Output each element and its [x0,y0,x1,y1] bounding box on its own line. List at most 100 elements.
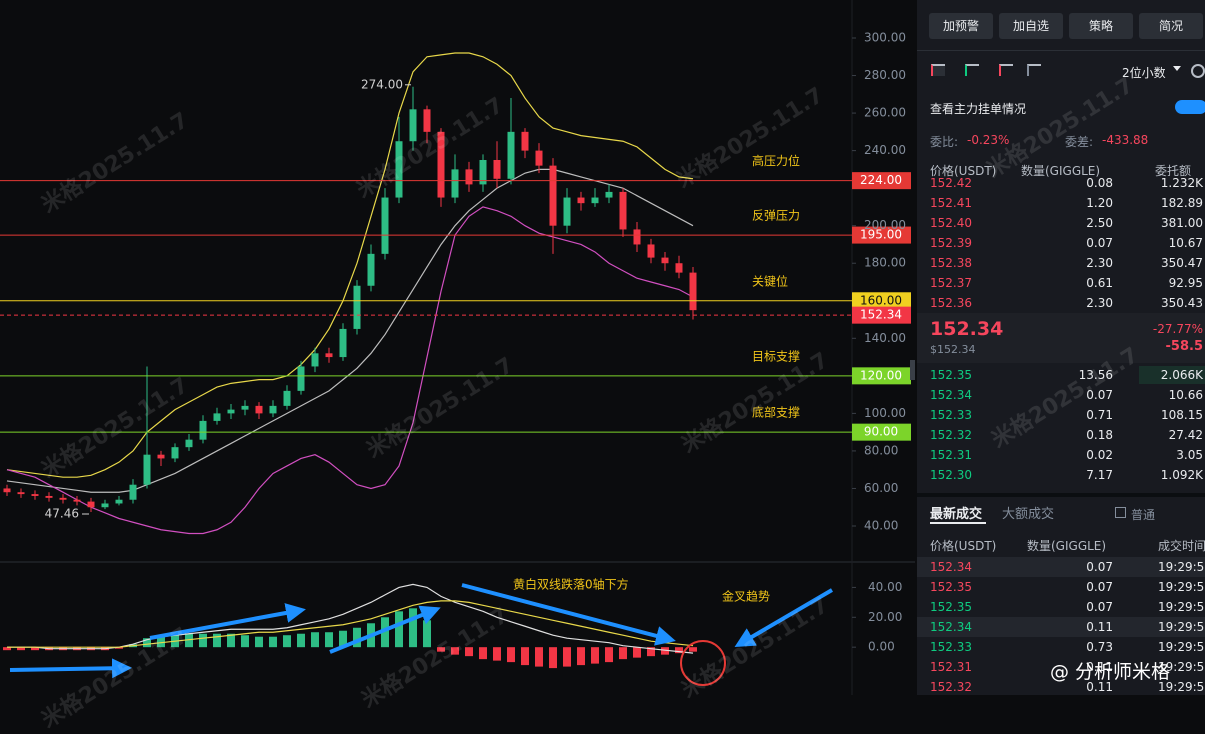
ask-qty: 2.50 [1086,216,1113,230]
view-icon[interactable] [999,64,1013,76]
macd-bar [689,647,697,652]
y-tick-label: 100.00 [864,406,906,420]
panel-divider [917,50,1205,51]
macd-bar [199,633,207,648]
toggle[interactable] [1175,100,1205,114]
bid-qty: 0.18 [1086,428,1113,442]
macd-note: 金叉趋势 [722,589,770,604]
trade-price: 152.32 [930,680,972,694]
trade-tab[interactable]: 最新成交 [930,507,983,522]
macd-tick-label: 40.00 [868,580,902,594]
trade-price: 152.34 [930,560,972,574]
ask-price: 152.38 [930,256,972,270]
candle-body [31,494,39,496]
view-icon[interactable] [1027,64,1041,76]
last-price-usd: $152.34 [930,343,976,356]
macd-bar [619,647,627,660]
y-tick-label: 260.00 [864,106,906,120]
bid-price: 152.30 [930,468,972,482]
view-icon[interactable] [965,64,979,76]
macd-bar [521,647,529,666]
ask-total: 350.47 [1161,256,1203,270]
last-price-tag [852,306,911,324]
filter-checkbox[interactable] [1115,507,1126,518]
candle-body [213,413,221,421]
trade-qty: 0.07 [1086,560,1113,574]
chart: 274.00 47.46 224.00 高压力位 195.00 反弹压力 160.00 关键… [0,0,915,695]
ask-total: 92.95 [1168,276,1203,290]
trade-qty: 0.11 [1086,680,1113,694]
action-button[interactable]: 简况 [1139,13,1203,39]
y-tick-label: 200.00 [864,218,906,232]
bid-total: 10.66 [1168,388,1203,402]
trade-qty: 0.07 [1086,600,1113,614]
macd-tick-label: 20.00 [868,610,902,624]
resize-handle[interactable] [910,360,915,380]
macd-tick-label: 0.00 [868,640,895,654]
level-tag [852,423,911,441]
action-button[interactable]: 策略 [1069,13,1133,39]
level-tag [852,226,911,244]
trade-header: 成交时间 [1158,539,1205,553]
depth-link[interactable]: 查看主力挂单情况 [930,102,1027,116]
candle-body [381,197,389,254]
macd-bar [143,638,151,648]
order-panel: 加预警 加自选 策略 简况 2位小数 查看主力挂单情况 委比: -0.23% 委差: -433.8… [917,0,1205,695]
candle-body [283,390,291,406]
action-button[interactable]: 加预警 [929,13,993,39]
trade-tab[interactable]: 大额成交 [1002,507,1055,522]
book-header: 价格(USDT) [930,164,997,178]
y-tick-label: 40.00 [864,519,898,533]
bid-qty: 13.56 [1078,368,1113,382]
trade-qty: 0.73 [1086,640,1113,654]
ask-qty: 0.61 [1086,276,1113,290]
trade-tab-underline [930,522,986,524]
candle-body [171,447,179,459]
ask-total: 1.232K [1160,176,1203,190]
book-header: 数量(GIGGLE) [1021,164,1101,178]
candle-body [507,131,515,179]
precision-select[interactable]: 2位小数 [1122,66,1166,80]
view-icon[interactable] [931,64,945,76]
settings-icon[interactable] [1191,64,1205,78]
macd-bar [395,611,403,648]
candle-body [3,488,11,493]
y-tick-label: 240.00 [864,143,906,157]
high-label: 274.00 [361,77,403,91]
macd-bar [479,647,487,660]
trade-qty: 0.07 [1086,580,1113,594]
level-note: 高压力位 [752,153,800,168]
arrow [9,658,132,679]
ask-total: 10.67 [1168,236,1203,250]
ask-price: 152.41 [930,196,972,210]
candle-body [157,454,165,459]
ask-qty: 1.20 [1086,196,1113,210]
levels: 224.00 高压力位 195.00 反弹压力 160.00 关键位 120.00 目标支撑 9… [0,153,911,441]
trade-price: 152.35 [930,580,972,594]
macd-bar [437,647,445,652]
macd-bar [409,608,417,648]
macd-bar [381,617,389,648]
trade-time: 19:29:56 [1158,680,1205,694]
candle-body [493,160,501,179]
action-button[interactable]: 加自选 [999,13,1063,39]
bid-qty: 0.71 [1086,408,1113,422]
macd-bar [311,632,319,648]
macd-bar [17,647,25,651]
bid-total: 2.066K [1160,368,1203,382]
bid-price: 152.33 [930,408,972,422]
level-note: 关键位 [752,273,788,288]
candle-body [241,405,249,410]
candle-body [479,160,487,185]
macd-bar [227,633,235,648]
macd-bar [157,636,165,648]
arrow [149,603,306,640]
macd-bar [339,630,347,648]
macd-dea [7,600,694,648]
ask-total: 182.89 [1161,196,1203,210]
book-header: 委托额 [1155,164,1192,178]
trade-qty: 0.11 [1086,660,1113,674]
macd-bar [507,647,515,663]
candle-body [633,229,641,245]
